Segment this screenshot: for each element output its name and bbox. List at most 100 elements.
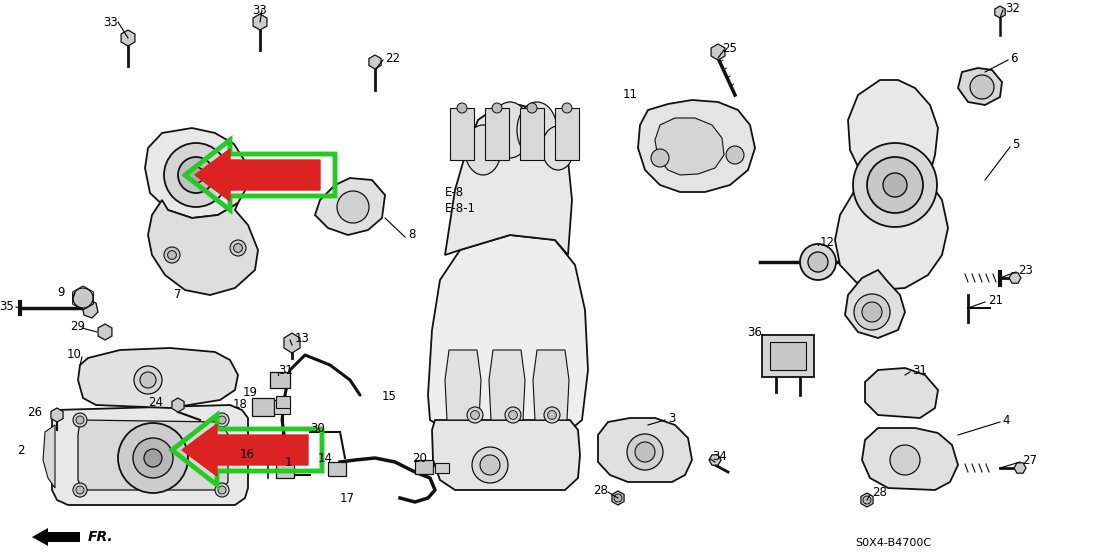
Text: 16: 16 xyxy=(240,447,255,461)
Circle shape xyxy=(853,143,937,227)
Polygon shape xyxy=(195,149,320,201)
Text: S0X4-B4700C: S0X4-B4700C xyxy=(855,538,931,548)
Polygon shape xyxy=(121,30,135,46)
Text: 10: 10 xyxy=(68,348,82,362)
Polygon shape xyxy=(432,420,580,490)
Text: 15: 15 xyxy=(382,390,397,404)
Circle shape xyxy=(508,410,517,419)
Text: 9: 9 xyxy=(58,286,65,300)
FancyArrow shape xyxy=(32,528,80,546)
Circle shape xyxy=(970,75,994,99)
Polygon shape xyxy=(148,200,258,295)
Polygon shape xyxy=(77,348,238,408)
Ellipse shape xyxy=(542,126,575,170)
Bar xyxy=(415,460,433,474)
Text: 13: 13 xyxy=(294,331,310,345)
Circle shape xyxy=(544,407,560,423)
Polygon shape xyxy=(612,491,624,505)
Polygon shape xyxy=(182,424,308,476)
Text: 29: 29 xyxy=(70,321,85,333)
Circle shape xyxy=(73,413,87,427)
Text: 5: 5 xyxy=(1012,138,1020,152)
Circle shape xyxy=(215,413,229,427)
Circle shape xyxy=(527,103,537,113)
Text: 1: 1 xyxy=(284,456,292,468)
Circle shape xyxy=(73,288,93,308)
Circle shape xyxy=(480,455,500,475)
Polygon shape xyxy=(254,14,267,30)
Circle shape xyxy=(76,416,84,424)
Polygon shape xyxy=(845,270,906,338)
Circle shape xyxy=(651,149,669,167)
Bar xyxy=(485,108,509,160)
Text: 25: 25 xyxy=(722,41,737,55)
Polygon shape xyxy=(711,44,725,60)
Text: 33: 33 xyxy=(103,15,118,29)
Polygon shape xyxy=(82,300,99,318)
Polygon shape xyxy=(862,428,958,490)
Polygon shape xyxy=(532,350,569,420)
Bar xyxy=(275,400,290,414)
Circle shape xyxy=(139,372,156,388)
Polygon shape xyxy=(428,235,588,432)
Polygon shape xyxy=(865,368,938,418)
Polygon shape xyxy=(835,80,948,290)
Text: 35: 35 xyxy=(0,300,14,314)
Text: 2: 2 xyxy=(18,444,25,456)
Circle shape xyxy=(215,483,229,497)
Text: 3: 3 xyxy=(668,411,675,425)
Circle shape xyxy=(73,483,87,497)
Text: 32: 32 xyxy=(1005,2,1020,14)
Text: 31: 31 xyxy=(278,363,293,377)
Polygon shape xyxy=(1008,273,1021,283)
Polygon shape xyxy=(77,420,228,490)
Circle shape xyxy=(505,407,521,423)
Circle shape xyxy=(133,438,173,478)
Circle shape xyxy=(118,423,188,493)
Polygon shape xyxy=(1014,463,1026,473)
Polygon shape xyxy=(958,68,1002,105)
Bar xyxy=(451,108,474,160)
Text: 7: 7 xyxy=(174,289,182,301)
Text: 17: 17 xyxy=(340,492,355,504)
Circle shape xyxy=(234,244,242,252)
Bar xyxy=(435,463,449,473)
Polygon shape xyxy=(598,418,692,482)
Circle shape xyxy=(800,244,836,280)
Text: 30: 30 xyxy=(310,421,324,435)
Circle shape xyxy=(890,445,920,475)
Bar xyxy=(276,462,294,478)
Circle shape xyxy=(164,247,180,263)
Text: 14: 14 xyxy=(318,451,333,465)
Circle shape xyxy=(627,434,663,470)
Polygon shape xyxy=(99,324,112,340)
Polygon shape xyxy=(172,398,184,412)
Text: 11: 11 xyxy=(623,88,638,102)
Circle shape xyxy=(562,103,572,113)
Circle shape xyxy=(853,294,890,330)
Circle shape xyxy=(726,146,744,164)
Ellipse shape xyxy=(490,102,530,158)
Text: FR.: FR. xyxy=(87,530,114,544)
Circle shape xyxy=(492,103,501,113)
Text: 4: 4 xyxy=(1002,414,1010,426)
Bar xyxy=(252,398,275,416)
Text: E-8: E-8 xyxy=(445,185,464,199)
Polygon shape xyxy=(145,128,248,218)
Text: E-8-1: E-8-1 xyxy=(445,201,476,215)
Bar xyxy=(770,342,806,370)
Circle shape xyxy=(457,103,467,113)
Text: 23: 23 xyxy=(1018,263,1033,276)
Text: 31: 31 xyxy=(912,363,927,377)
Text: 18: 18 xyxy=(234,399,248,411)
Polygon shape xyxy=(655,118,724,175)
Circle shape xyxy=(862,302,882,322)
Text: 8: 8 xyxy=(408,228,415,242)
Circle shape xyxy=(230,240,246,256)
Polygon shape xyxy=(369,55,381,69)
Bar xyxy=(762,335,814,377)
Text: 12: 12 xyxy=(820,237,835,249)
Circle shape xyxy=(134,366,162,394)
Circle shape xyxy=(76,486,84,494)
Bar xyxy=(270,372,290,388)
